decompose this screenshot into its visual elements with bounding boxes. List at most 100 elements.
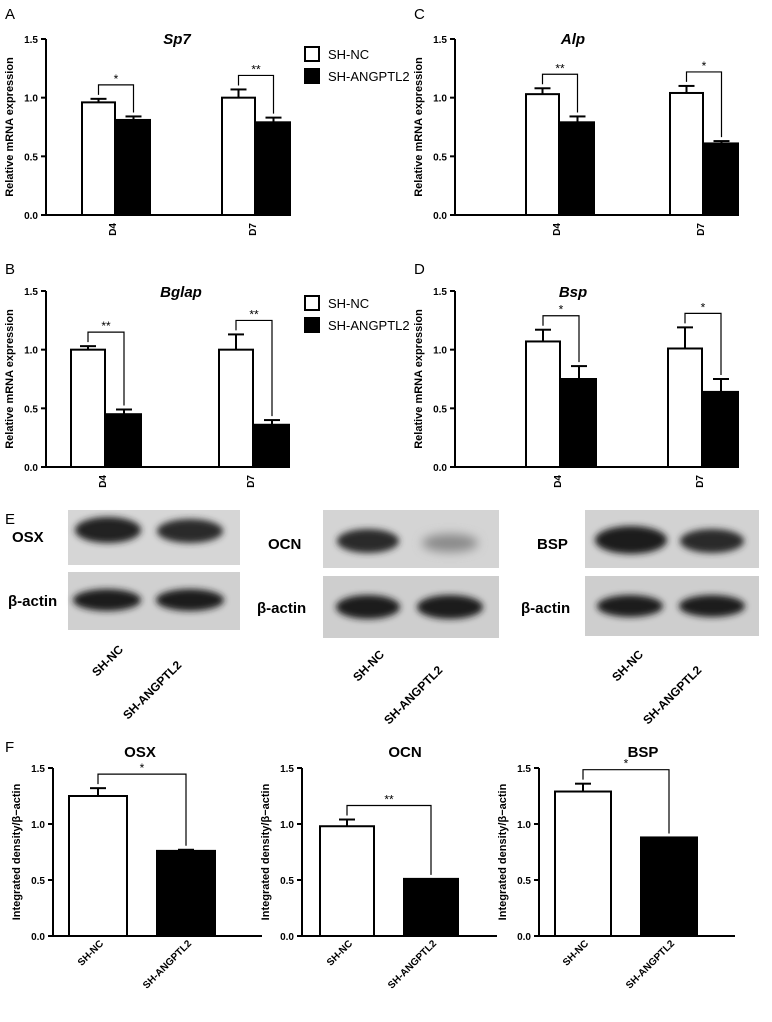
- chart-title: Alp: [560, 31, 585, 48]
- significance-bracket: [97, 773, 187, 846]
- bar-sh-nc: [525, 340, 561, 469]
- y-axis-label: Integrated density/β−actin: [497, 783, 509, 920]
- legend-label-sh-angptl2: SH-ANGPTL2: [328, 318, 410, 333]
- significance-marker: *: [140, 761, 145, 775]
- blot-band: [336, 595, 400, 619]
- y-tick-label: 0.5: [31, 876, 45, 887]
- chart-b: Bglap 0.0 0.5 1.0 1.5 Relative mRNA expressio…: [4, 284, 290, 488]
- y-tick-label: 0.0: [24, 463, 38, 474]
- bar-sh-angptl2: [256, 121, 291, 216]
- significance-bracket: [685, 71, 723, 138]
- blot-band: [597, 595, 663, 617]
- bar-sh-angptl2: [116, 118, 151, 216]
- chart-f2: OCN 0.0 0.5 1.0 1.5 Integrated density/β−acti…: [260, 744, 497, 991]
- legend-label-sh-nc: SH-NC: [328, 296, 369, 311]
- panel-label-a: A: [5, 6, 15, 23]
- y-axis-label: Integrated density/β−actin: [11, 783, 23, 920]
- x-category-label: D4: [98, 475, 109, 488]
- x-category-label: SH-NC: [561, 938, 591, 968]
- blot-band: [75, 517, 141, 543]
- x-category-label: SH-NC: [76, 938, 106, 968]
- y-tick-label: 1.5: [24, 287, 38, 298]
- significance-marker: **: [249, 307, 259, 321]
- significance-marker: *: [702, 59, 707, 73]
- legend-label-sh-angptl2: SH-ANGPTL2: [328, 69, 410, 84]
- significance-marker: **: [101, 319, 111, 333]
- blot-target-label: BSP: [537, 536, 568, 553]
- blot-control-label: β-actin: [257, 600, 306, 617]
- legend-swatch-sh-nc: [304, 295, 320, 311]
- bar-sh-angptl2: [403, 877, 459, 938]
- legend-label-sh-nc: SH-NC: [328, 47, 369, 62]
- significance-bracket: [346, 804, 432, 875]
- y-tick-label: 1.5: [517, 764, 531, 775]
- blot-target-label: OCN: [268, 536, 301, 553]
- significance-bracket: [684, 312, 722, 375]
- y-axis-label: Relative mRNA expression: [4, 57, 16, 197]
- bar-sh-angptl2: [704, 142, 739, 216]
- legend-a: SH-NC SH-ANGPTL2: [304, 46, 410, 84]
- chart-a: Sp7 0.0 0.5 1.0 1.5 Relative mRNA expression *…: [4, 31, 291, 236]
- y-axis-label: Relative mRNA expression: [413, 309, 425, 449]
- blot-band: [157, 519, 223, 543]
- panel-label-d: D: [414, 261, 425, 278]
- significance-marker: *: [114, 72, 119, 86]
- y-tick-label: 0.0: [280, 932, 294, 943]
- chart-c: Alp 0.0 0.5 1.0 1.5 Relative mRNA expression *…: [413, 31, 739, 236]
- y-tick-label: 0.5: [517, 876, 531, 887]
- y-tick-label: 0.0: [433, 463, 447, 474]
- chart-title: Bsp: [559, 284, 587, 301]
- blot-band: [417, 595, 483, 619]
- bar-sh-angptl2: [106, 413, 142, 469]
- panel-label-b: B: [5, 261, 15, 278]
- y-tick-label: 1.5: [24, 35, 38, 46]
- blot-band: [679, 595, 745, 617]
- y-tick-label: 1.5: [433, 287, 447, 298]
- significance-bracket: [235, 319, 273, 417]
- y-axis-label: Relative mRNA expression: [413, 57, 425, 197]
- blot-ocn: OCN β-actin SH-NC SH-ANGPTL2: [257, 510, 499, 727]
- significance-bracket: [541, 73, 579, 113]
- blot-control-label: β-actin: [521, 600, 570, 617]
- y-tick-label: 1.0: [280, 820, 294, 831]
- chart-f1: OSX 0.0 0.5 1.0 1.5 Integrated density/β−acti…: [11, 744, 262, 991]
- legend-swatch-sh-nc: [304, 46, 320, 62]
- x-category-label: D4: [108, 223, 119, 236]
- y-tick-label: 1.0: [517, 820, 531, 831]
- bar-sh-nc: [525, 93, 560, 216]
- significance-marker: **: [251, 62, 261, 76]
- blot-band: [337, 529, 399, 553]
- blot-band: [680, 529, 744, 553]
- bar-sh-nc: [70, 348, 106, 468]
- legend-swatch-sh-angptl2: [304, 68, 320, 84]
- chart-title: Sp7: [163, 31, 191, 48]
- significance-marker: **: [384, 793, 394, 807]
- chart-title: Bglap: [160, 284, 202, 301]
- blot-band: [73, 589, 141, 611]
- bar-sh-nc: [667, 347, 703, 469]
- x-category-label: SH-NC: [325, 938, 355, 968]
- significance-marker: *: [559, 303, 564, 317]
- lane-label: SH-ANGPTL2: [640, 663, 704, 727]
- y-tick-label: 1.5: [31, 764, 45, 775]
- significance-bracket: [237, 74, 275, 114]
- significance-marker: **: [555, 61, 565, 75]
- y-tick-label: 0.5: [433, 152, 447, 163]
- blot-target-label: OSX: [12, 529, 44, 546]
- significance-bracket: [97, 84, 135, 113]
- panel-label-f: F: [5, 739, 14, 756]
- significance-marker: *: [624, 757, 629, 771]
- bar-sh-angptl2: [156, 849, 216, 938]
- y-tick-label: 0.0: [31, 932, 45, 943]
- y-tick-label: 1.0: [433, 346, 447, 357]
- y-tick-label: 1.0: [24, 346, 38, 357]
- lane-label: SH-ANGPTL2: [381, 663, 445, 727]
- y-tick-label: 0.0: [517, 932, 531, 943]
- y-tick-label: 0.0: [24, 211, 38, 222]
- bar-sh-nc: [68, 795, 128, 937]
- x-category-label: D4: [553, 475, 564, 488]
- bar-sh-nc: [669, 91, 704, 216]
- blot-band: [156, 589, 224, 611]
- y-tick-label: 1.5: [280, 764, 294, 775]
